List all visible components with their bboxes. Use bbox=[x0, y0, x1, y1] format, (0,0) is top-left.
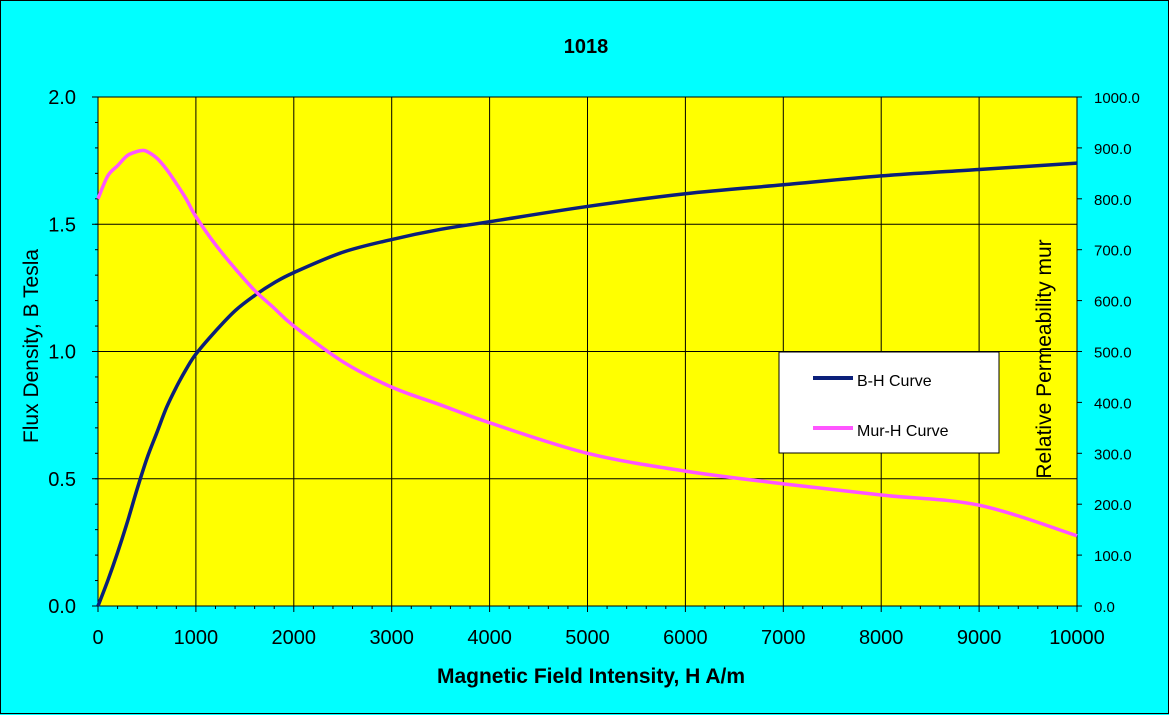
series-lines bbox=[96, 148, 1078, 607]
y2-tick-label: 200.0 bbox=[1094, 497, 1132, 514]
y-tick-label: 0.5 bbox=[48, 469, 76, 491]
y2-tick-label: 300.0 bbox=[1094, 446, 1132, 463]
y2-tick-label: 0.0 bbox=[1094, 599, 1115, 616]
y2-tick-label: 100.0 bbox=[1094, 548, 1132, 565]
y2-tick-label: 800.0 bbox=[1094, 192, 1132, 209]
y2-axis-label: Relative Permeability mur bbox=[1033, 239, 1056, 478]
x-tick-label: 0 bbox=[92, 627, 103, 649]
chart-title: 1018 bbox=[564, 36, 609, 58]
x-tick-label: 7000 bbox=[761, 627, 806, 649]
y-axis-label: Flux Density, B Tesla bbox=[20, 249, 43, 443]
x-tick-label: 3000 bbox=[369, 627, 414, 649]
y2-tick-label: 900.0 bbox=[1094, 141, 1132, 158]
y-tick-label: 1.0 bbox=[48, 342, 76, 364]
x-tick-label: 2000 bbox=[272, 627, 317, 649]
x-tick-label: 10000 bbox=[1049, 627, 1105, 649]
y2-tick-label: 1000.0 bbox=[1094, 90, 1140, 107]
bh-curve-line bbox=[96, 161, 1078, 607]
y-tick-label: 2.0 bbox=[48, 87, 76, 109]
legend-label-mur: Mur-H Curve bbox=[857, 423, 949, 440]
y2-tick-label: 500.0 bbox=[1094, 345, 1132, 362]
mur-h-curve-line bbox=[96, 148, 1078, 538]
y-tick-label: 1.5 bbox=[48, 214, 76, 236]
axis-ticks: 0 1000 2000 3000 4000 5000 6000 7000 8000 9000 100… bbox=[48, 87, 1140, 649]
legend-label-bh: B-H Curve bbox=[857, 373, 932, 390]
legend: B-H Curve Mur-H Curve bbox=[778, 351, 1000, 454]
x-axis-label: Magnetic Field Intensity, H A/m bbox=[437, 665, 745, 688]
y2-tick-label: 400.0 bbox=[1094, 395, 1132, 412]
x-tick-label: 4000 bbox=[467, 627, 512, 649]
y-tick-label: 0.0 bbox=[48, 596, 76, 618]
x-tick-label: 5000 bbox=[565, 627, 610, 649]
legend-box bbox=[778, 351, 1000, 454]
x-tick-label: 8000 bbox=[859, 627, 904, 649]
y2-tick-label: 600.0 bbox=[1094, 294, 1132, 311]
x-tick-label: 1000 bbox=[174, 627, 219, 649]
x-tick-label: 6000 bbox=[663, 627, 708, 649]
x-tick-label: 9000 bbox=[957, 627, 1002, 649]
y2-tick-label: 700.0 bbox=[1094, 243, 1132, 260]
